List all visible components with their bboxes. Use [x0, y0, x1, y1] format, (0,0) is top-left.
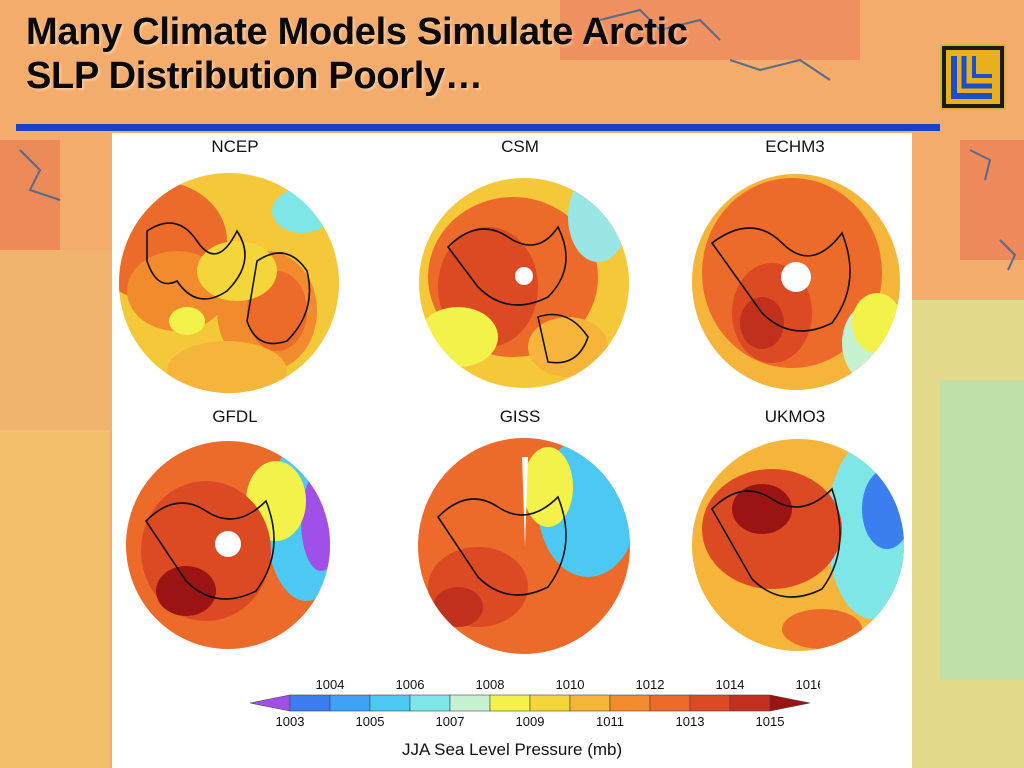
colorbar-swatch	[369, 694, 411, 712]
panel-label-giss: GISS	[499, 407, 541, 426]
colorbar-tick-lower: 1011	[596, 714, 624, 729]
colorbar-tick-upper: 1016	[796, 677, 820, 692]
slp-figure: NCEP CSM ECH	[112, 133, 912, 768]
title-line-1: Many Climate Models Simulate Arctic	[26, 11, 688, 53]
panel-label-ukmo3: UKMO3	[764, 407, 826, 426]
panel-label-echm3: ECHM3	[765, 137, 825, 156]
colorbar-swatch	[649, 694, 691, 712]
colorbar-swatch	[729, 694, 771, 712]
map-gfdl	[126, 441, 330, 649]
colorbar-tick-lower: 1015	[756, 714, 785, 729]
colorbar-tick-upper: 1004	[316, 677, 345, 692]
colorbar-tick-upper: 1008	[476, 677, 505, 692]
colorbar-swatch	[449, 694, 491, 712]
map-ukmo3	[692, 439, 904, 651]
slide-title: Many Climate Models Simulate Arctic SLP …	[26, 10, 688, 98]
colorbar-tick-lower: 1003	[276, 714, 305, 729]
colorbar-tick-lower: 1005	[356, 714, 385, 729]
colorbar-swatch	[569, 694, 611, 712]
panel-label-csm: CSM	[501, 137, 539, 156]
colorbar-tick-upper: 1006	[396, 677, 425, 692]
title-underline	[16, 124, 940, 131]
colorbar-swatch	[489, 694, 531, 712]
colorbar: 1004 1006 1008 1010 1012 1014 1016 1003 1005 100…	[249, 677, 820, 729]
panel-label-ncep: NCEP	[211, 137, 259, 156]
colorbar-swatch	[249, 694, 291, 712]
colorbar-swatch	[689, 694, 731, 712]
colorbar-tick-upper: 1012	[636, 677, 665, 692]
panel-label-gfdl: GFDL	[212, 407, 258, 426]
colorbar-tick-upper: 1010	[556, 677, 585, 692]
colorbar-tick-lower: 1009	[516, 714, 545, 729]
colorbar-tick-lower: 1013	[676, 714, 705, 729]
map-echm3	[692, 174, 900, 390]
map-csm	[419, 178, 629, 388]
map-giss	[418, 438, 630, 654]
colorbar-tick-lower: 1007	[436, 714, 465, 729]
colorbar-tick-upper: 1014	[716, 677, 745, 692]
colorbar-swatch	[529, 694, 571, 712]
map-ncep	[119, 173, 339, 393]
colorbar-title: JJA Sea Level Pressure (mb)	[402, 740, 623, 759]
colorbar-swatch	[609, 694, 651, 712]
colorbar-swatch	[769, 694, 811, 712]
colorbar-swatch	[289, 694, 331, 712]
colorbar-swatch	[409, 694, 451, 712]
title-line-2: SLP Distribution Poorly…	[26, 55, 483, 97]
llnl-logo-icon	[940, 44, 1006, 110]
colorbar-swatch	[329, 694, 371, 712]
